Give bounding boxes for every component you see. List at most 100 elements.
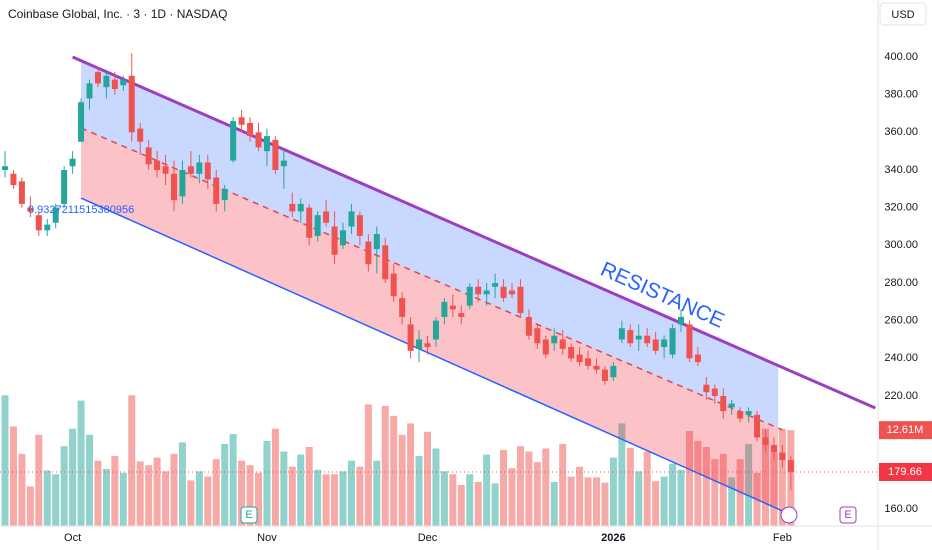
candle-body xyxy=(35,215,42,231)
chart-title: Coinbase Global, Inc. · 3 · 1D · NASDAQ xyxy=(8,7,227,21)
candle-body xyxy=(441,301,448,317)
candle-body xyxy=(694,354,701,363)
candle-body xyxy=(610,365,617,378)
volume-bar xyxy=(162,471,170,526)
volume-bar xyxy=(652,481,660,526)
volume-bar xyxy=(187,480,195,526)
candle-body xyxy=(196,162,203,174)
candle-body xyxy=(517,286,524,314)
candle-body xyxy=(137,128,144,142)
candle-body xyxy=(711,388,718,396)
candle-body xyxy=(145,147,152,165)
candle-body xyxy=(356,215,363,236)
volume-bar xyxy=(669,463,677,526)
volume-bar xyxy=(69,428,77,526)
earnings-box[interactable] xyxy=(839,506,857,524)
price-tag-label: 179.66 xyxy=(888,466,922,478)
volume-bar xyxy=(424,431,431,526)
volume-bar xyxy=(322,474,330,526)
candle-body xyxy=(466,286,473,306)
volume-bar xyxy=(778,428,786,526)
candle-body xyxy=(542,339,549,355)
volume-bar xyxy=(449,474,457,526)
candle-layer xyxy=(2,53,794,491)
volume-bar xyxy=(1,395,9,526)
candle-body xyxy=(534,328,541,344)
earnings-box[interactable] xyxy=(240,506,258,524)
candle-body xyxy=(407,324,414,351)
volume-bar xyxy=(271,428,279,526)
candle-body xyxy=(171,173,177,201)
volume-bar xyxy=(347,460,355,526)
volume-bar xyxy=(601,482,609,526)
volume-bar xyxy=(584,477,592,526)
candle-body xyxy=(187,166,194,174)
volume-bar xyxy=(221,443,229,526)
volume-bar xyxy=(153,457,161,526)
x-tick-label: Oct xyxy=(64,532,81,544)
candle-body xyxy=(78,102,85,142)
candle-body xyxy=(787,460,794,472)
candle-body xyxy=(230,121,237,161)
volume-bar xyxy=(364,404,372,526)
volume-bar xyxy=(102,469,110,526)
volume-bar xyxy=(246,465,254,526)
volume-bar xyxy=(280,451,288,526)
volume-bar xyxy=(440,471,448,526)
candle-body xyxy=(779,452,786,461)
currency-box[interactable] xyxy=(879,2,927,26)
volume-bar xyxy=(297,454,305,526)
candle-body xyxy=(585,358,592,366)
channel-fill-lower xyxy=(81,128,779,509)
volume-bar xyxy=(178,442,186,526)
volume-bar xyxy=(728,477,736,526)
y-tick-label: 220.00 xyxy=(884,390,918,402)
volume-bar xyxy=(381,405,389,526)
candle-body xyxy=(449,305,456,310)
candle-body xyxy=(204,162,211,180)
volume-bar xyxy=(119,472,127,526)
volume-bar xyxy=(288,466,296,526)
y-tick-label: 320.00 xyxy=(884,202,918,214)
volume-bar xyxy=(229,434,237,526)
volume-bar xyxy=(635,471,643,526)
candle-body xyxy=(10,173,17,186)
candle-body xyxy=(770,444,777,453)
candle-body xyxy=(27,207,34,212)
candle-body xyxy=(525,316,532,336)
candle-body xyxy=(559,339,566,349)
volume-bar xyxy=(390,415,398,526)
volume-bar xyxy=(508,468,516,526)
candle-body xyxy=(568,347,575,359)
volume-bar xyxy=(525,451,533,526)
volume-bar xyxy=(609,457,617,526)
candle-body xyxy=(221,188,228,201)
candle-body xyxy=(373,234,380,250)
volume-bar xyxy=(685,431,693,526)
volume-bar xyxy=(762,428,769,526)
x-tick-label: 2026 xyxy=(601,532,625,544)
candle-body xyxy=(475,286,482,295)
candle-body xyxy=(306,207,313,238)
x-tick-label: Nov xyxy=(257,532,277,544)
volume-bar xyxy=(407,423,415,526)
candle-body xyxy=(762,437,769,445)
earnings-marker[interactable]: E xyxy=(844,509,851,521)
x-tick-label: Dec xyxy=(418,532,438,544)
candle-body xyxy=(213,177,220,204)
candle-body xyxy=(500,286,507,299)
volume-bar xyxy=(694,440,702,526)
earnings-marker[interactable]: E xyxy=(245,509,252,521)
y-tick-label: 340.00 xyxy=(884,164,918,176)
candle-body xyxy=(618,328,625,340)
candle-body xyxy=(458,313,465,317)
candle-body xyxy=(669,328,676,355)
dividend-icon[interactable] xyxy=(780,506,798,524)
candle-body xyxy=(424,343,431,348)
y-tick-label: 380.00 xyxy=(884,89,918,101)
volume-bar xyxy=(238,460,246,526)
candle-body xyxy=(314,215,321,236)
y-tick-label: 240.00 xyxy=(884,352,918,364)
volume-bar xyxy=(60,446,68,526)
